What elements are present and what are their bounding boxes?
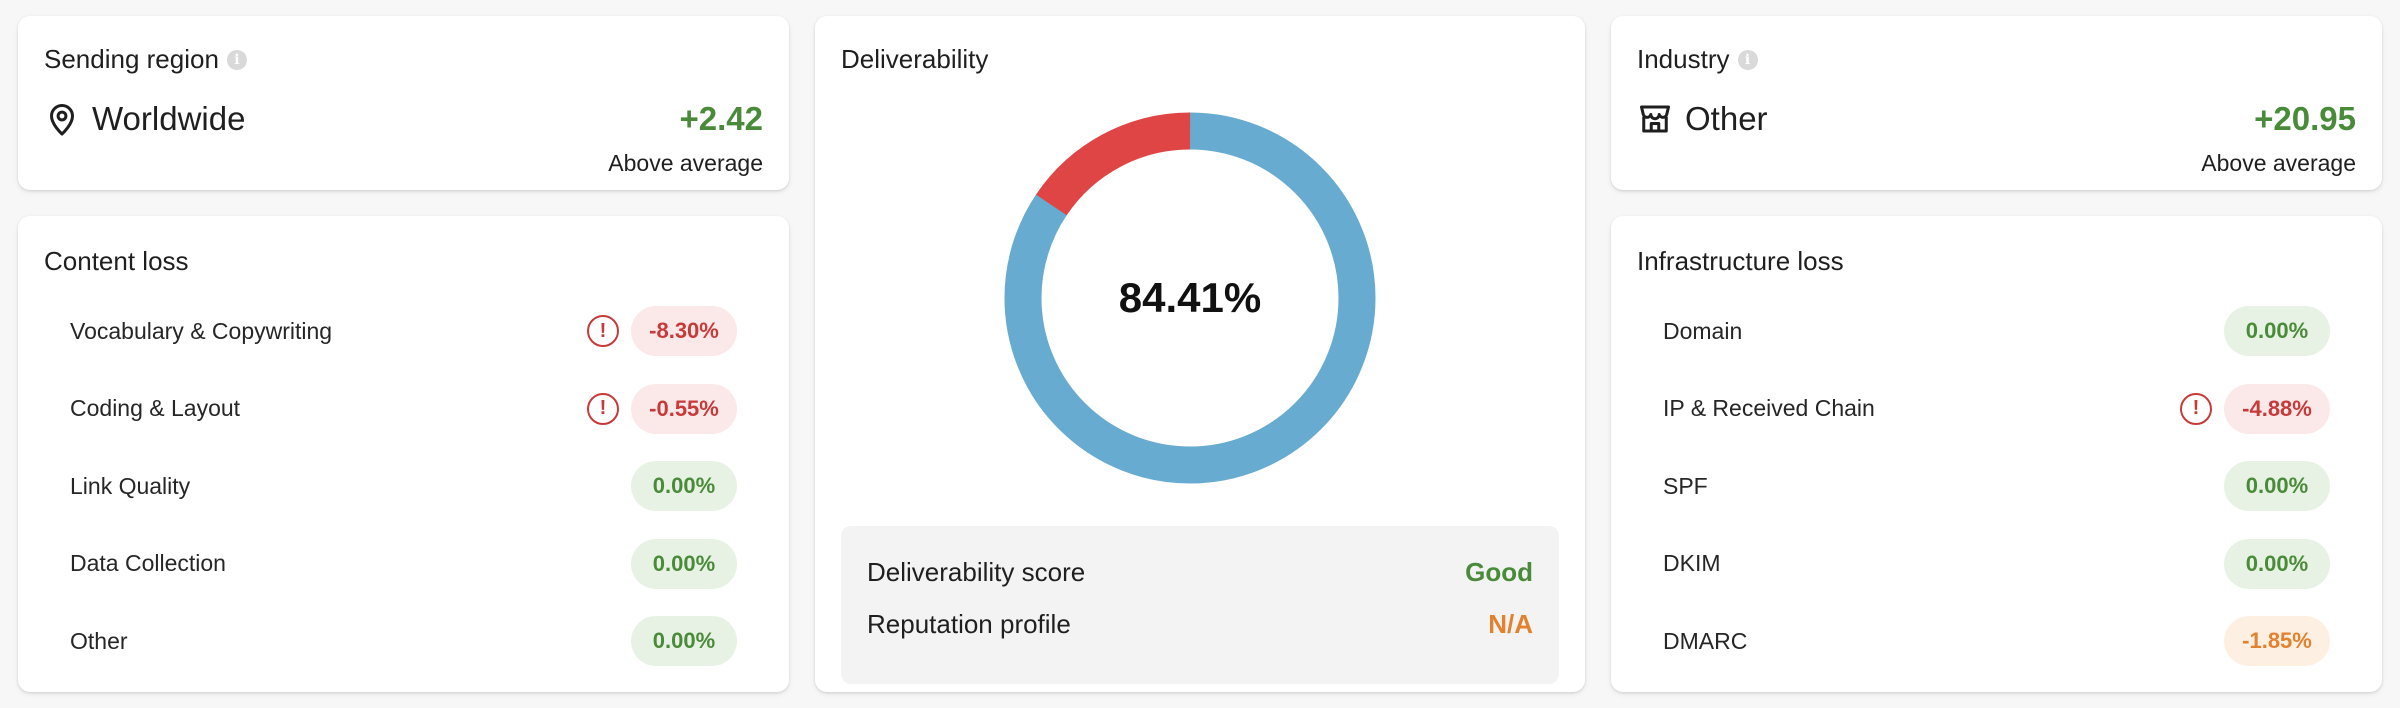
loss-value-badge: 0.00% [631, 616, 737, 666]
donut-chart [1004, 112, 1376, 484]
warning-icon[interactable]: ! [587, 315, 619, 347]
content-loss-title: Content loss [44, 246, 189, 276]
loss-row-label: Other [70, 627, 128, 654]
deliverability-title: Deliverability [841, 44, 989, 74]
loss-value-badge: 0.00% [631, 538, 737, 589]
loss-row-values: ! -4.88% [2180, 383, 2330, 434]
loss-row: DKIM 0.00% [1663, 538, 2330, 590]
loss-row-values: 0.00% [631, 616, 737, 666]
loss-row-values: -1.85% [2224, 616, 2330, 666]
reputation-profile-label: Reputation profile [867, 608, 1071, 639]
loss-row-label: IP & Received Chain [1663, 395, 1875, 421]
loss-row-label: Domain [1663, 317, 1743, 344]
sending-region-value: Worldwide [92, 100, 246, 137]
loss-row: SPF 0.00% [1663, 460, 2330, 512]
loss-row: DMARC -1.85% [1663, 615, 2330, 667]
donut-loss-arc [1004, 112, 1376, 484]
sending-region-note: Above average [608, 150, 763, 176]
loss-row-label: DKIM [1663, 550, 1721, 576]
loss-row-label: DMARC [1663, 627, 1748, 654]
loss-value-badge: 0.00% [2224, 461, 2330, 511]
loss-row: Domain 0.00% [1663, 305, 2330, 357]
industry-score: +20.95 [2254, 100, 2356, 137]
loss-value-badge: -8.30% [631, 306, 737, 356]
loss-row: Link Quality 0.00% [70, 460, 737, 512]
deliverability-score-value: Good [1465, 556, 1533, 587]
loss-row-values: 0.00% [631, 461, 737, 511]
sending-region-card: Sending region i Worldwide +2.42 Above a… [18, 16, 789, 190]
loss-row-values: 0.00% [631, 538, 737, 589]
loss-value-badge: -1.85% [2224, 616, 2330, 666]
loss-row-values: 0.00% [2224, 306, 2330, 356]
industry-note: Above average [2201, 150, 2356, 176]
deliverability-score-label: Deliverability score [867, 556, 1086, 587]
sending-region-title-row: Sending region i [44, 44, 247, 75]
deliverability-donut: 84.41% [1000, 108, 1380, 488]
loss-row: Data Collection 0.00% [70, 538, 737, 590]
deliverability-card: Deliverability 84.41% Deliverability sco… [815, 16, 1585, 692]
warning-icon[interactable]: ! [2180, 392, 2212, 425]
infrastructure-loss-card: Infrastructure loss Domain 0.00% IP & Rece… [1611, 216, 2382, 692]
loss-row-label: Data Collection [70, 550, 226, 576]
loss-row-label: Link Quality [70, 472, 191, 499]
loss-row-values: ! -0.55% [587, 383, 737, 434]
loss-row: IP & Received Chain! -4.88% [1663, 383, 2330, 435]
reputation-profile-value: N/A [1488, 608, 1533, 639]
infrastructure-loss-title: Infrastructure loss [1637, 246, 1844, 276]
sending-region-score: +2.42 [679, 100, 764, 137]
industry-title: Industry [1637, 44, 1730, 74]
loss-row-label: SPF [1663, 472, 1708, 499]
info-icon[interactable]: i [1737, 49, 1758, 70]
loss-value-badge: 0.00% [631, 461, 737, 511]
industry-title-row: Industry i [1637, 44, 1758, 75]
industry-value-row: Other [1637, 100, 1768, 138]
sending-region-value-row: Worldwide [44, 100, 245, 138]
sending-region-title: Sending region [44, 44, 219, 74]
loss-row: Other 0.00% [70, 615, 737, 667]
loss-row-label: Coding & Layout [70, 395, 241, 421]
content-loss-card: Content loss Vocabulary & Copywriting! -8… [18, 216, 789, 692]
loss-value-badge: 0.00% [2224, 306, 2330, 356]
deliverability-score-row: Deliverability score Good [867, 552, 1533, 592]
loss-row: Vocabulary & Copywriting! -8.30% [70, 305, 737, 357]
reputation-profile-row: Reputation profile N/A [867, 604, 1533, 644]
location-pin-icon [50, 104, 74, 136]
loss-value-badge: -4.88% [2224, 383, 2330, 434]
loss-row: Coding & Layout! -0.55% [70, 383, 737, 435]
deliverability-percent: 84.41% [1118, 274, 1262, 321]
loss-row-values: ! -8.30% [587, 306, 737, 356]
industry-card: Industry i Other +20.95 Above average [1611, 16, 2382, 190]
score-summary-box: Deliverability score Good Reputation pro… [841, 526, 1559, 684]
loss-row-label: Vocabulary & Copywriting [70, 317, 333, 344]
loss-value-badge: 0.00% [2224, 538, 2330, 589]
warning-icon[interactable]: ! [587, 392, 619, 425]
industry-value: Other [1685, 100, 1768, 137]
loss-row-values: 0.00% [2224, 461, 2330, 511]
store-icon [1640, 105, 1670, 133]
loss-row-values: 0.00% [2224, 538, 2330, 589]
info-icon[interactable]: i [226, 49, 247, 70]
loss-value-badge: -0.55% [631, 383, 737, 434]
